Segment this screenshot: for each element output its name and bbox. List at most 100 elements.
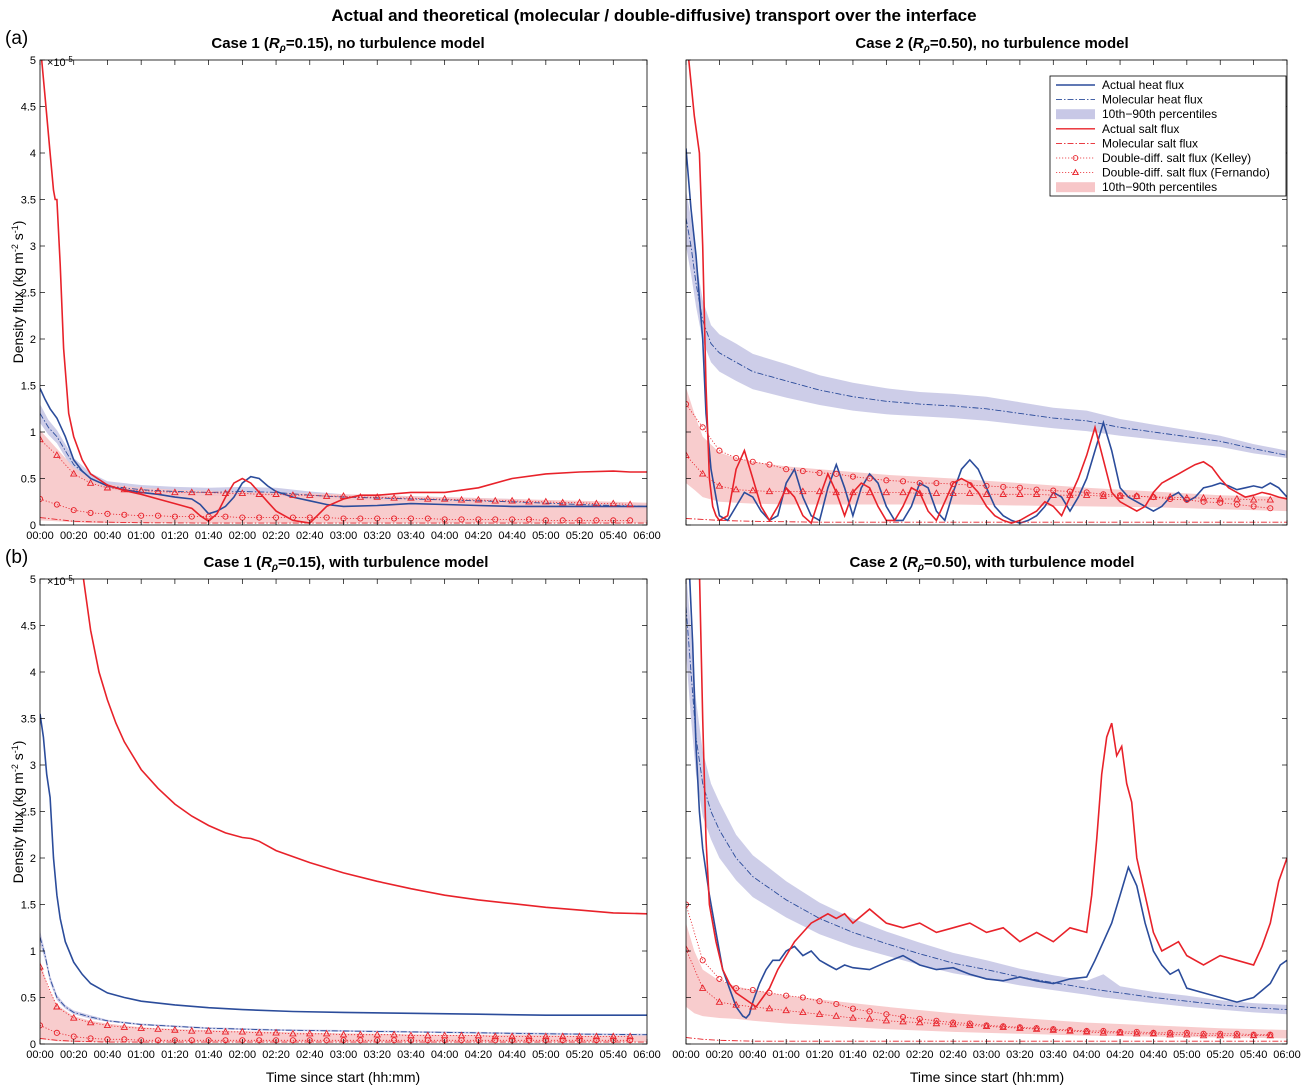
marker-circle <box>289 514 296 521</box>
marker-circle <box>87 1035 94 1042</box>
marker-circle <box>154 512 162 519</box>
y-tick-label: 4 <box>30 667 36 679</box>
row-label-b: (b) <box>5 547 28 568</box>
x-tick-label: 05:20 <box>566 1049 594 1061</box>
marker-triangle <box>440 494 449 502</box>
marker-triangle <box>86 1018 95 1026</box>
marker-triangle <box>103 483 112 491</box>
marker-circle <box>593 517 600 524</box>
x-tick-label: 04:40 <box>1140 1049 1168 1061</box>
y-tick-label: 2 <box>30 853 36 865</box>
panel-title-4: Case 2 (Rρ=0.50), with turbulence model <box>850 554 1135 573</box>
marker-triangle <box>882 488 891 496</box>
marker-triangle <box>508 496 516 504</box>
marker-triangle <box>1199 493 1208 501</box>
x-tick-label: 03:00 <box>330 1049 358 1061</box>
marker-circle <box>171 513 178 520</box>
marker-triangle <box>440 1031 449 1039</box>
marker-triangle <box>832 488 841 496</box>
marker-circle <box>983 482 990 489</box>
panel-title-1: Case 1 (Rρ=0.15), no turbulence model <box>211 35 484 54</box>
marker-triangle <box>749 1002 757 1010</box>
marker-circle <box>1250 503 1257 510</box>
legend-label: Actual heat flux <box>1102 78 1184 92</box>
marker-circle <box>492 516 499 523</box>
marker-circle <box>1233 1030 1240 1037</box>
marker-circle <box>154 1037 162 1044</box>
marker-triangle <box>1132 1029 1141 1037</box>
marker-triangle <box>1249 495 1258 503</box>
x-tick-label: 02:00 <box>873 1049 901 1061</box>
marker-triangle <box>322 1029 331 1037</box>
figure-title: Actual and theoretical (molecular / doub… <box>331 6 976 25</box>
marker-triangle <box>171 488 179 496</box>
legend-label: Actual salt flux <box>1102 122 1179 136</box>
marker-circle <box>799 994 806 1001</box>
marker-triangle <box>204 488 213 496</box>
x-tick-label: 00:00 <box>26 530 54 542</box>
marker-circle <box>899 478 907 485</box>
legend-entry: 10th−90th percentiles <box>1056 107 1217 121</box>
legend-entry: Actual heat flux <box>1056 78 1184 92</box>
marker-circle <box>733 454 740 462</box>
marker-triangle <box>609 499 618 507</box>
marker-triangle <box>171 1025 179 1033</box>
marker-triangle <box>592 1032 601 1040</box>
x-tick-label: 05:20 <box>566 530 594 542</box>
marker-circle <box>783 466 790 473</box>
marker-circle <box>916 1015 923 1022</box>
legend-label: 10th−90th percentiles <box>1102 107 1217 121</box>
x-tick-label: 05:20 <box>1206 1049 1234 1061</box>
marker-triangle <box>204 1026 213 1034</box>
marker-triangle <box>715 481 724 489</box>
marker-triangle <box>339 1030 348 1038</box>
marker-circle <box>749 987 756 994</box>
marker-circle <box>121 1036 128 1043</box>
marker-triangle <box>457 1031 466 1039</box>
x-tick-label: 01:20 <box>161 530 189 542</box>
marker-circle <box>1183 1029 1190 1036</box>
marker-triangle <box>1016 490 1024 497</box>
legend-box <box>1049 75 1287 197</box>
y-tick-label: 1 <box>30 946 36 958</box>
series-line-1 <box>686 218 1287 456</box>
series-line-0 <box>686 148 1287 524</box>
marker-triangle <box>626 500 634 508</box>
marker-triangle <box>508 1032 516 1040</box>
marker-triangle <box>40 962 44 970</box>
marker-circle <box>966 481 973 489</box>
panel-2 <box>685 59 1288 526</box>
series-line-5 <box>40 498 631 521</box>
marker-triangle <box>765 487 774 495</box>
marker-triangle <box>356 492 365 500</box>
marker-circle <box>699 424 706 431</box>
marker-triangle <box>1032 1024 1041 1032</box>
marker-triangle <box>1132 492 1141 499</box>
series-line-6 <box>686 948 1271 1036</box>
marker-circle <box>525 516 533 523</box>
marker-circle <box>1100 491 1107 498</box>
x-tick-label: 01:00 <box>127 1049 155 1061</box>
marker-triangle <box>86 479 95 486</box>
y-tick-label: 2.5 <box>21 288 36 300</box>
x-tick-label: 03:40 <box>1040 1049 1068 1061</box>
marker-circle <box>559 517 566 524</box>
plot-area: 00:00 00:20 00:40 01:00 01:20 01:40 02:00 02:20… <box>21 55 1301 1061</box>
marker-circle <box>188 1037 195 1044</box>
legend-entry: 10th−90th percentiles <box>1056 180 1217 194</box>
marker-triangle <box>53 451 61 458</box>
x-tick-label: 02:20 <box>906 1049 934 1061</box>
marker-triangle <box>53 1002 61 1010</box>
x-tick-label: 01:00 <box>127 530 155 542</box>
marker-circle <box>1100 1027 1107 1035</box>
marker-triangle <box>626 1032 634 1040</box>
marker-triangle <box>474 1031 483 1039</box>
legend-marker <box>1071 168 1080 176</box>
marker-circle <box>627 517 634 524</box>
marker-triangle <box>609 1032 618 1040</box>
marker-triangle <box>1099 1028 1108 1036</box>
marker-triangle <box>686 945 690 952</box>
x-tick-label: 05:40 <box>1240 1049 1268 1061</box>
marker-triangle <box>698 469 707 477</box>
marker-circle <box>357 1037 364 1044</box>
